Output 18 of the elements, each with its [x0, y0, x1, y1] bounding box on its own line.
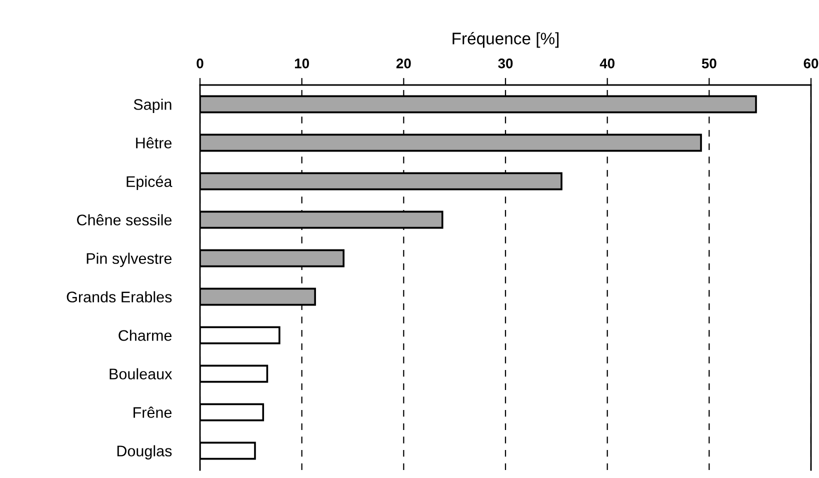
y-tick-label: Frêne	[134, 406, 172, 418]
x-tick-label: 60	[804, 58, 818, 68]
y-tick-label: Douglas	[117, 445, 172, 460]
x-tick-label: 0	[196, 58, 204, 68]
y-tick-label: Sapin	[134, 98, 172, 113]
y-tick-label: Hêtre	[136, 137, 172, 148]
y-tick-label: Bouleaux	[110, 368, 172, 380]
x-axis-title: Fréquence [%]	[452, 32, 559, 48]
y-tick-label: Pin sylvestre	[86, 252, 172, 267]
x-tick-label: 50	[702, 58, 716, 68]
x-tick-label: 30	[498, 58, 513, 68]
y-tick-label: Chêne sessile	[77, 214, 172, 226]
x-tick-label: 10	[294, 58, 309, 68]
y-tick-label: Grands Erables	[66, 291, 172, 302]
y-tick-label: Epicéa	[126, 176, 172, 190]
x-tick-label: 20	[396, 58, 411, 68]
y-tick-label: Charme	[118, 330, 172, 341]
x-tick-label: 40	[600, 58, 614, 68]
